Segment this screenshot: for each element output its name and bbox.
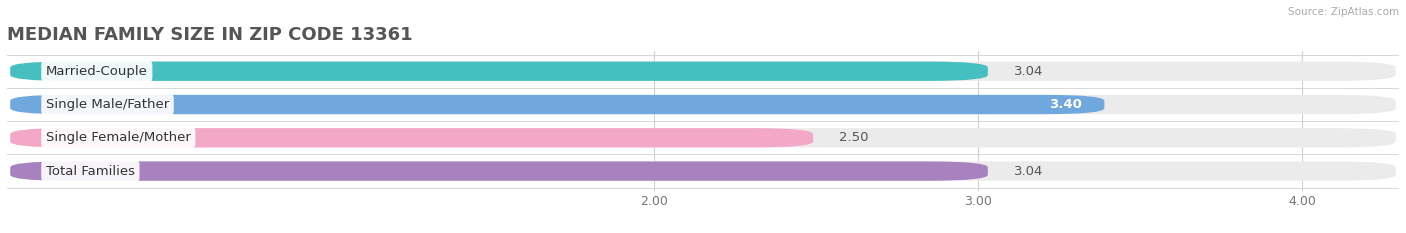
Text: 3.04: 3.04	[1014, 65, 1043, 78]
FancyBboxPatch shape	[10, 161, 1396, 181]
Text: 3.40: 3.40	[1049, 98, 1081, 111]
Text: 3.04: 3.04	[1014, 164, 1043, 178]
FancyBboxPatch shape	[10, 128, 813, 147]
Text: Source: ZipAtlas.com: Source: ZipAtlas.com	[1288, 7, 1399, 17]
Text: Single Female/Mother: Single Female/Mother	[46, 131, 191, 144]
FancyBboxPatch shape	[10, 161, 988, 181]
FancyBboxPatch shape	[10, 62, 988, 81]
Text: Single Male/Father: Single Male/Father	[46, 98, 169, 111]
Text: 2.50: 2.50	[839, 131, 869, 144]
Text: Total Families: Total Families	[46, 164, 135, 178]
FancyBboxPatch shape	[10, 95, 1104, 114]
Text: Married-Couple: Married-Couple	[46, 65, 148, 78]
FancyBboxPatch shape	[10, 95, 1396, 114]
Text: MEDIAN FAMILY SIZE IN ZIP CODE 13361: MEDIAN FAMILY SIZE IN ZIP CODE 13361	[7, 26, 412, 44]
FancyBboxPatch shape	[10, 128, 1396, 147]
FancyBboxPatch shape	[10, 62, 1396, 81]
